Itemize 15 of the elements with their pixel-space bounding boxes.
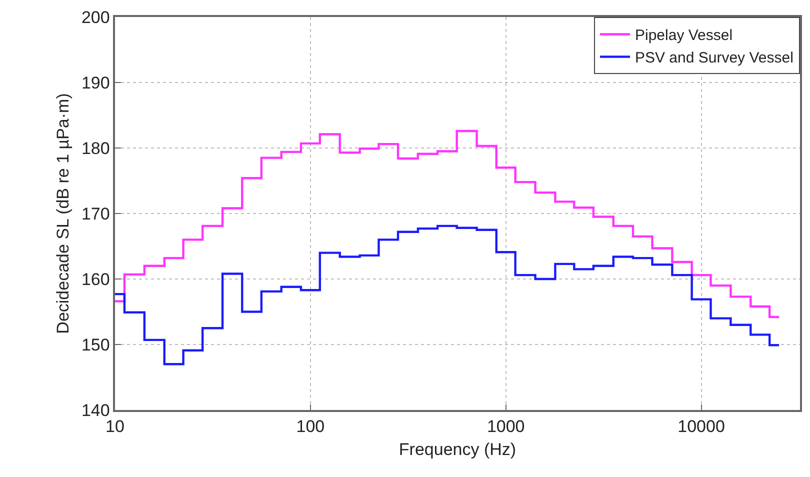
legend-label: PSV and Survey Vessel — [635, 50, 794, 67]
y-tick-label: 140 — [81, 400, 110, 420]
y-tick-label: 170 — [81, 204, 110, 224]
y-tick-label: 190 — [81, 73, 110, 92]
x-tick-label: 100 — [296, 417, 325, 436]
y-tick-label: 200 — [81, 8, 110, 27]
x-tick-label: 10000 — [678, 417, 725, 436]
y-tick-label: 160 — [81, 270, 110, 289]
x-tick-label: 10 — [106, 417, 124, 436]
y-tick-label: 180 — [81, 138, 110, 158]
legend-label: Pipelay Vessel — [635, 27, 733, 44]
y-axis-title: Decidecade SL (dB re 1 µPa·m) — [54, 93, 73, 334]
x-tick-label: 1000 — [486, 417, 525, 436]
x-axis-title: Frequency (Hz) — [398, 440, 516, 460]
y-tick-label: 150 — [81, 335, 110, 354]
